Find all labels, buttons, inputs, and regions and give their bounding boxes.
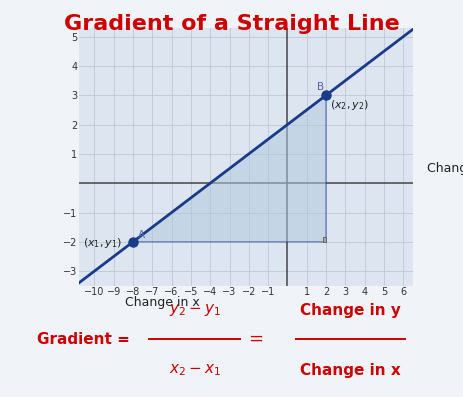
Text: =: = — [247, 330, 262, 348]
Text: $x_2 - x_1$: $x_2 - x_1$ — [169, 362, 220, 378]
Text: A: A — [138, 230, 144, 240]
Text: Change in y: Change in y — [299, 303, 400, 318]
Text: $y_2 - y_1$: $y_2 - y_1$ — [169, 302, 220, 318]
Polygon shape — [322, 237, 325, 242]
Text: Change in x: Change in x — [299, 363, 400, 378]
Text: Gradient of a Straight Line: Gradient of a Straight Line — [64, 14, 399, 34]
Text: $(x_2, y_2)$: $(x_2, y_2)$ — [329, 98, 368, 112]
Text: $(x_1, y_1)$: $(x_1, y_1)$ — [82, 236, 122, 251]
Text: Change in y: Change in y — [426, 162, 463, 175]
Text: Change in x: Change in x — [125, 296, 200, 309]
Polygon shape — [133, 95, 325, 242]
Text: B: B — [316, 82, 324, 92]
Text: Gradient =: Gradient = — [37, 332, 130, 347]
